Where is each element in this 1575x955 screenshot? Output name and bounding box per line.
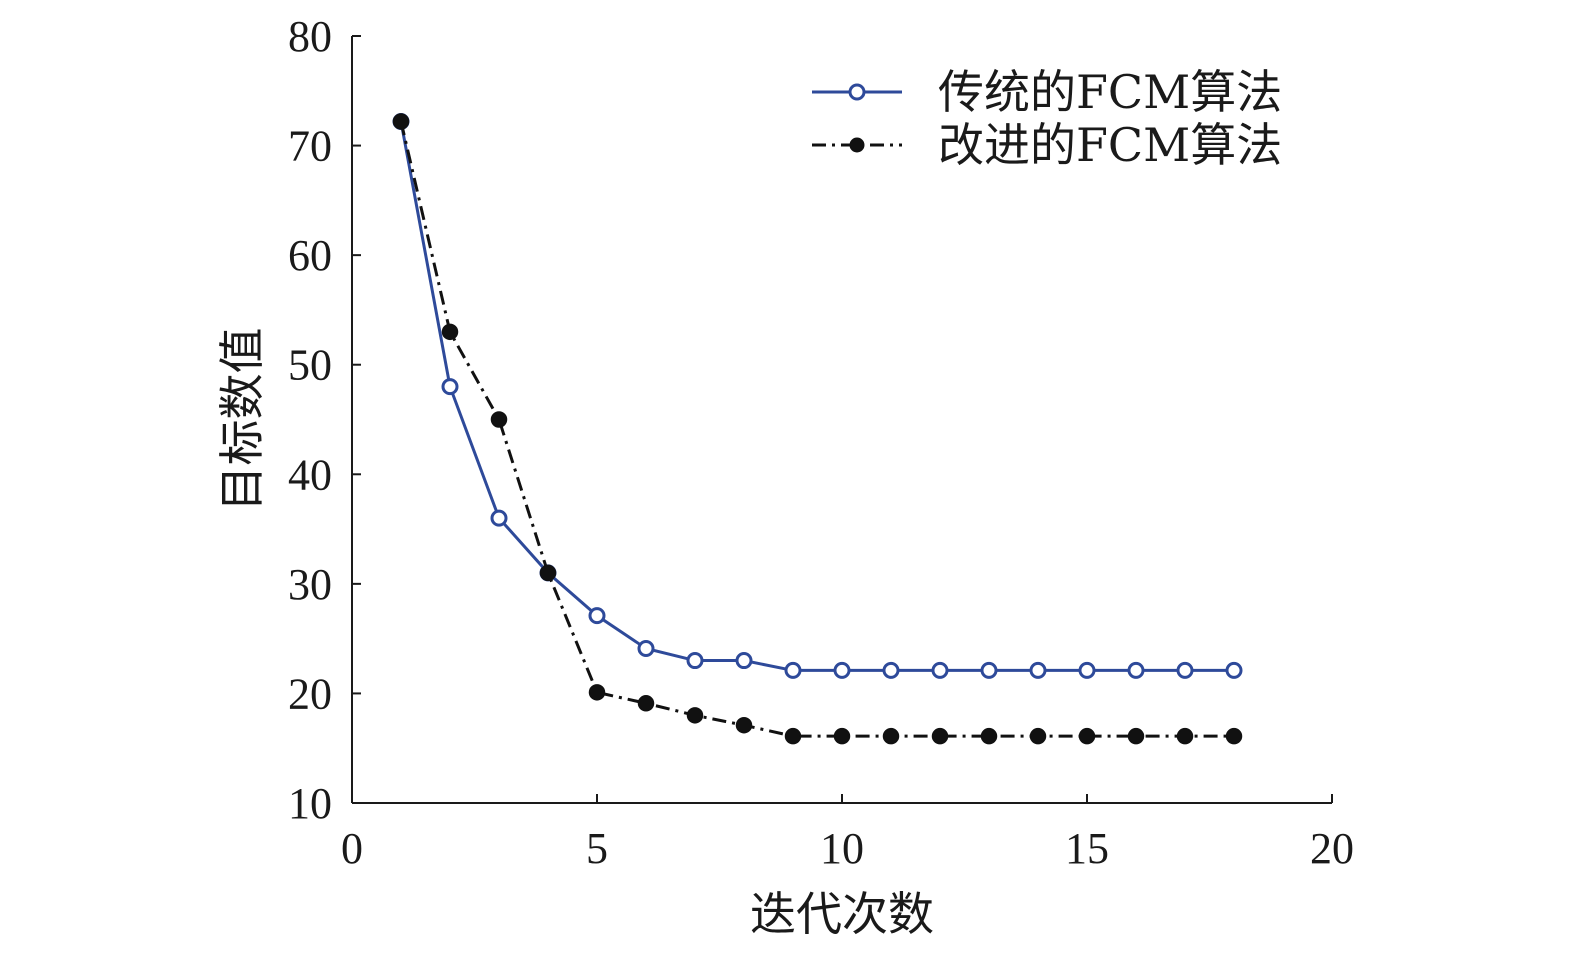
x-axis-ticks: 0 5 10 15 20 — [341, 794, 1354, 873]
data-point — [1127, 661, 1145, 679]
data-point — [735, 652, 753, 670]
data-point — [1127, 727, 1145, 745]
y-tick-label: 60 — [288, 231, 332, 280]
legend-marker-improved — [849, 137, 865, 153]
data-point — [1225, 661, 1243, 679]
y-tick-label: 10 — [288, 779, 332, 828]
legend-entry-improved: 改进的FCM算法 — [812, 118, 1282, 172]
x-tick-label: 20 — [1310, 824, 1354, 873]
data-point — [1225, 727, 1243, 745]
data-point — [637, 640, 655, 658]
data-point — [490, 509, 508, 527]
legend: 传统的FCM算法 改进的FCM算法 — [812, 65, 1282, 172]
series-improved — [392, 113, 1243, 745]
data-point — [931, 727, 949, 745]
data-point — [882, 661, 900, 679]
series-line — [399, 121, 1234, 738]
data-point — [392, 113, 410, 130]
y-tick-label: 20 — [288, 669, 332, 718]
series-traditional — [392, 112, 1243, 679]
series-layer — [392, 112, 1243, 745]
data-point — [1029, 727, 1047, 745]
data-point — [882, 727, 900, 745]
data-point — [1029, 661, 1047, 679]
x-tick-label: 0 — [341, 824, 363, 873]
data-point — [588, 607, 606, 625]
data-point — [980, 661, 998, 679]
data-point — [539, 564, 557, 582]
data-point — [735, 716, 753, 734]
x-tick-label: 10 — [820, 824, 864, 873]
data-point — [637, 695, 655, 712]
legend-entry-traditional: 传统的FCM算法 — [812, 65, 1282, 119]
y-axis-title: 目标数值 — [215, 328, 269, 512]
data-point — [784, 727, 802, 745]
x-tick-label: 5 — [586, 824, 608, 873]
legend-marker-traditional — [848, 83, 866, 101]
data-point — [1078, 661, 1096, 679]
data-point — [686, 707, 704, 724]
y-tick-label: 70 — [288, 122, 332, 171]
data-point — [441, 323, 459, 341]
data-point — [784, 661, 802, 679]
data-point — [441, 378, 459, 396]
y-axis-ticks: 10 20 30 40 50 60 70 80 — [288, 12, 361, 828]
legend-label-traditional: 传统的FCM算法 — [938, 65, 1282, 119]
data-point — [1078, 727, 1096, 745]
x-axis-title: 迭代次数 — [750, 887, 934, 941]
x-tick-label: 15 — [1065, 824, 1109, 873]
y-tick-label: 50 — [288, 341, 332, 390]
y-tick-label: 40 — [288, 450, 332, 499]
y-tick-label: 30 — [288, 560, 332, 609]
data-point — [833, 661, 851, 679]
data-point — [931, 661, 949, 679]
data-point — [833, 727, 851, 745]
data-point — [1176, 661, 1194, 679]
data-point — [686, 652, 704, 670]
data-point — [588, 684, 606, 701]
series-line — [399, 121, 1234, 672]
y-tick-label: 80 — [288, 12, 332, 61]
legend-label-improved: 改进的FCM算法 — [938, 118, 1282, 172]
data-point — [1176, 727, 1194, 745]
data-point — [490, 411, 508, 428]
data-point — [980, 727, 998, 745]
